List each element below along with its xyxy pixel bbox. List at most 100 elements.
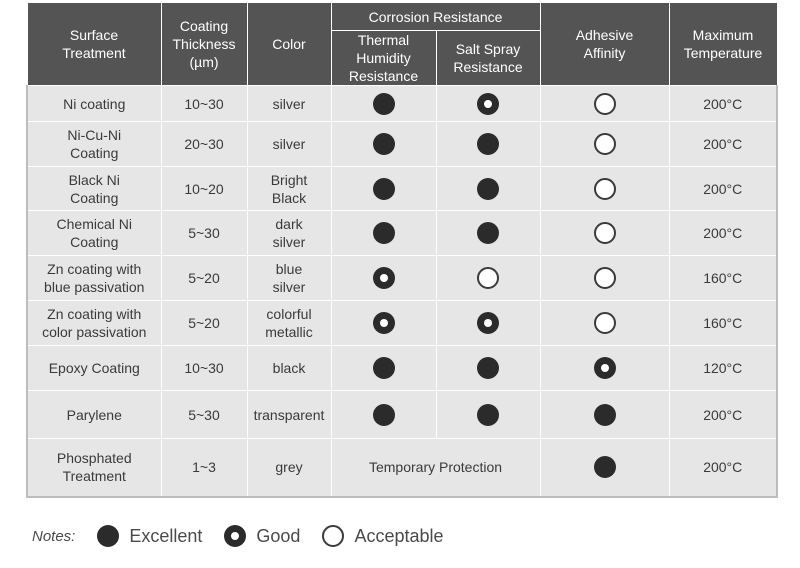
- table-row: Chemical Ni Coating 5~30 dark silver 200°C: [26, 210, 778, 256]
- acceptable-hollow-circle-icon: [593, 267, 616, 289]
- header-thermal-humidity: Thermal Humidity Resistance: [330, 30, 437, 86]
- excellent-filled-circle-icon: [477, 403, 499, 426]
- cell-surface-treatment: Ni coating: [26, 85, 162, 122]
- cell-color: blue silver: [246, 255, 332, 301]
- cell-adhesive-affinity: [539, 85, 670, 122]
- cell-coating-thickness: 5~30: [160, 210, 248, 256]
- cell-thermal-humidity: [330, 255, 437, 301]
- cell-surface-treatment: Zn coating with color passivation: [26, 300, 162, 346]
- cell-color: Bright Black: [246, 166, 332, 211]
- excellent-filled-circle-icon: [372, 133, 395, 155]
- legend-excellent-label: Excellent: [129, 525, 203, 546]
- excellent-filled-circle-icon: [372, 222, 395, 244]
- cell-coating-thickness: 10~30: [160, 85, 248, 122]
- cell-color: dark silver: [246, 210, 332, 256]
- good-dotted-circle-icon: [593, 357, 616, 379]
- excellent-filled-circle-icon: [372, 177, 395, 200]
- cell-thermal-humidity: [330, 390, 437, 439]
- cell-adhesive-affinity: [539, 121, 670, 167]
- table-row: Zn coating with blue passivation 5~20 blue s…: [26, 255, 778, 301]
- cell-salt-spray: [435, 390, 541, 439]
- acceptable-hollow-circle-icon: [322, 525, 345, 547]
- cell-surface-treatment: Phosphated Treatment: [26, 438, 162, 498]
- cell-coating-thickness: 5~30: [160, 390, 248, 439]
- cell-salt-spray: [435, 166, 541, 211]
- table-row: Epoxy Coating 10~30 black 120°C: [26, 345, 778, 391]
- cell-max-temperature: 200°C: [668, 438, 778, 498]
- cell-coating-thickness: 5~20: [160, 255, 248, 301]
- cell-color: silver: [246, 85, 332, 122]
- cell-surface-treatment: Black Ni Coating: [26, 166, 162, 211]
- header-adhesive-affinity: Adhesive Affinity: [539, 2, 670, 86]
- cell-coating-thickness: 10~20: [160, 166, 248, 211]
- cell-adhesive-affinity: [539, 438, 670, 498]
- excellent-filled-circle-icon: [477, 177, 499, 200]
- cell-thermal-humidity: [330, 121, 437, 167]
- acceptable-hollow-circle-icon: [593, 177, 616, 200]
- acceptable-hollow-circle-icon: [477, 267, 499, 289]
- table-row: Parylene 5~30 transparent 200°C: [26, 390, 778, 439]
- excellent-filled-circle-icon: [477, 133, 499, 155]
- header-max-temperature: Maximum Temperature: [668, 2, 778, 86]
- good-dotted-circle-icon: [224, 525, 247, 547]
- excellent-filled-circle-icon: [477, 357, 499, 379]
- table-row: Ni coating 10~30 silver 200°C: [26, 85, 778, 122]
- good-dotted-circle-icon: [477, 312, 499, 334]
- cell-thermal-humidity: [330, 85, 437, 122]
- cell-surface-treatment: Ni-Cu-Ni Coating: [26, 121, 162, 167]
- cell-max-temperature: 200°C: [668, 166, 778, 211]
- cell-salt-spray: [435, 85, 541, 122]
- legend-good: Good: [224, 525, 300, 547]
- cell-color: silver: [246, 121, 332, 167]
- cell-max-temperature: 200°C: [668, 210, 778, 256]
- header-coating-thickness: Coating Thickness (µm): [160, 2, 248, 86]
- cell-salt-spray: [435, 345, 541, 391]
- table-row: Phosphated Treatment 1~3 grey Temporary Prot…: [26, 438, 778, 498]
- acceptable-hollow-circle-icon: [593, 312, 616, 334]
- excellent-filled-circle-icon: [372, 357, 395, 379]
- cell-salt-spray: [435, 121, 541, 167]
- cell-adhesive-affinity: [539, 210, 670, 256]
- cell-adhesive-affinity: [539, 166, 670, 211]
- legend-acceptable-label: Acceptable: [354, 525, 444, 546]
- cell-thermal-humidity: [330, 166, 437, 211]
- good-dotted-circle-icon: [372, 267, 395, 289]
- header-color: Color: [246, 2, 332, 86]
- cell-corrosion-resistance: Temporary Protection: [330, 438, 541, 498]
- acceptable-hollow-circle-icon: [593, 222, 616, 244]
- acceptable-hollow-circle-icon: [593, 92, 616, 115]
- cell-max-temperature: 200°C: [668, 121, 778, 167]
- cell-thermal-humidity: [330, 210, 437, 256]
- cell-surface-treatment: Epoxy Coating: [26, 345, 162, 391]
- cell-max-temperature: 160°C: [668, 300, 778, 346]
- cell-adhesive-affinity: [539, 255, 670, 301]
- cell-coating-thickness: 10~30: [160, 345, 248, 391]
- cell-max-temperature: 120°C: [668, 345, 778, 391]
- table-row: Black Ni Coating 10~20 Bright Black 200°C: [26, 166, 778, 211]
- header-corrosion-resistance: Corrosion Resistance: [330, 2, 541, 31]
- cell-surface-treatment: Parylene: [26, 390, 162, 439]
- legend: Notes: Excellent Good Acceptable: [32, 522, 466, 550]
- cell-color: grey: [246, 438, 332, 498]
- cell-salt-spray: [435, 210, 541, 256]
- cell-max-temperature: 200°C: [668, 85, 778, 122]
- cell-salt-spray: [435, 255, 541, 301]
- legend-acceptable: Acceptable: [322, 525, 444, 547]
- cell-surface-treatment: Zn coating with blue passivation: [26, 255, 162, 301]
- cell-salt-spray: [435, 300, 541, 346]
- cell-max-temperature: 160°C: [668, 255, 778, 301]
- coating-comparison-table: Surface Treatment Coating Thickness (µm) Co…: [26, 2, 778, 498]
- cell-coating-thickness: 5~20: [160, 300, 248, 346]
- legend-good-label: Good: [256, 525, 301, 546]
- cell-color: black: [246, 345, 332, 391]
- header-surface-treatment: Surface Treatment: [26, 2, 162, 86]
- cell-adhesive-affinity: [539, 300, 670, 346]
- excellent-filled-circle-icon: [372, 403, 395, 426]
- excellent-filled-circle-icon: [97, 525, 120, 547]
- cell-adhesive-affinity: [539, 345, 670, 391]
- legend-excellent: Excellent: [97, 525, 202, 547]
- excellent-filled-circle-icon: [372, 92, 395, 115]
- good-dotted-circle-icon: [477, 92, 499, 115]
- header-salt-spray: Salt Spray Resistance: [435, 30, 541, 86]
- cell-surface-treatment: Chemical Ni Coating: [26, 210, 162, 256]
